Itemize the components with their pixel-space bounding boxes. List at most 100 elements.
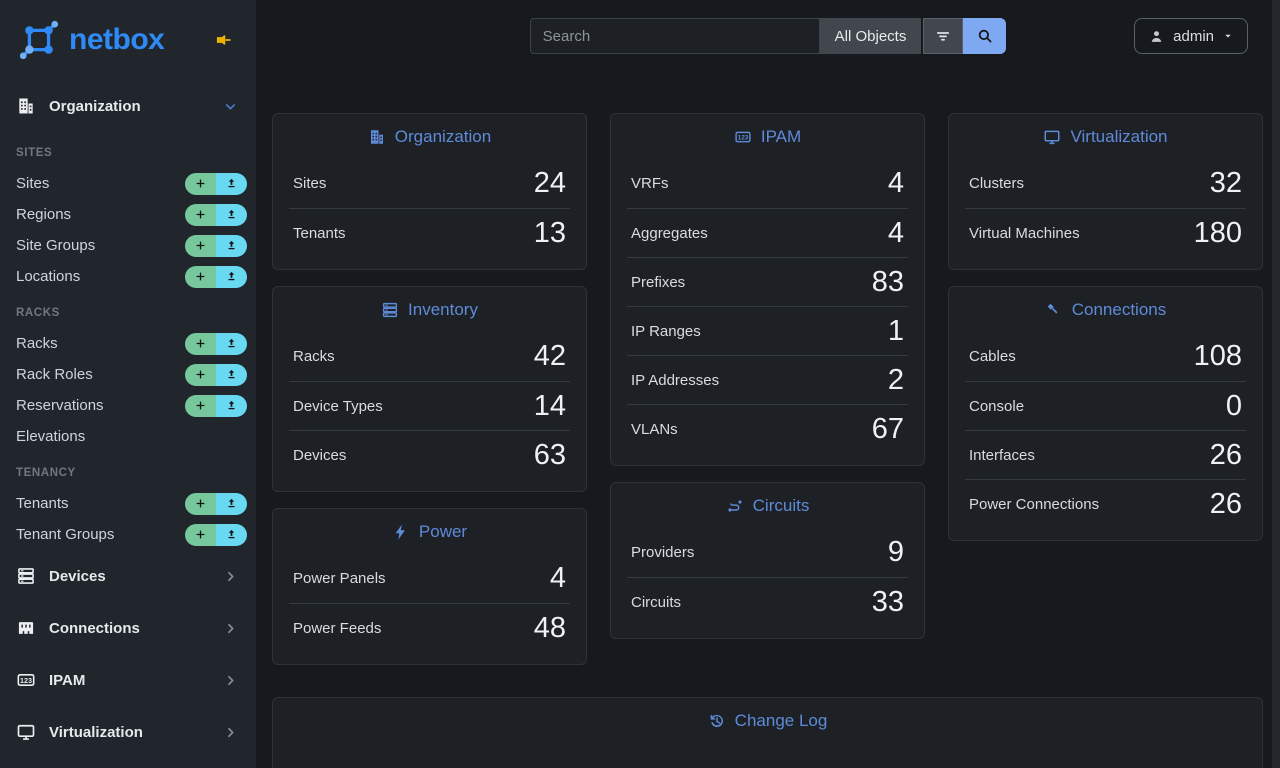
user-icon bbox=[1148, 28, 1165, 45]
stat-value: 26 bbox=[1209, 438, 1242, 471]
stat-value: 13 bbox=[533, 216, 566, 249]
stat-label[interactable]: Devices bbox=[293, 446, 347, 464]
stat-label[interactable]: Providers bbox=[631, 544, 695, 561]
dashboard-columns: Organization Sites 2 4 Tenants 13 Inventory Rac… bbox=[272, 113, 1280, 665]
stat-label[interactable]: Interfaces bbox=[969, 446, 1035, 464]
stat-value: 4 bbox=[887, 167, 904, 199]
stat-row-interfaces: Interfaces 26 bbox=[965, 430, 1246, 479]
stat-value: 180 bbox=[1193, 216, 1242, 249]
netbox-logo[interactable]: netbox bbox=[16, 17, 165, 63]
server-stack-icon bbox=[381, 301, 399, 319]
sidebar-item-tenants[interactable]: Tenants bbox=[0, 488, 256, 519]
sidebar-item-label: Regions bbox=[16, 206, 72, 223]
stat-value: 4 bbox=[887, 216, 904, 249]
add-reservations-button[interactable] bbox=[185, 394, 216, 417]
add-site-groups-button[interactable] bbox=[185, 234, 216, 257]
stat-value: 2 bbox=[887, 363, 904, 396]
stat-label[interactable]: Power Panels bbox=[293, 570, 386, 587]
stat-label[interactable]: Console bbox=[969, 397, 1025, 415]
add-rack-roles-button[interactable] bbox=[185, 363, 216, 386]
add-locations-button[interactable] bbox=[185, 265, 216, 288]
sidebar-item-sites[interactable]: Sites bbox=[0, 168, 256, 199]
stat-label[interactable]: Power Feeds bbox=[293, 619, 382, 637]
stat-label[interactable]: VRFs bbox=[631, 175, 669, 192]
stat-label[interactable]: Tenants bbox=[293, 224, 346, 242]
stat-label[interactable]: Prefixes bbox=[631, 273, 686, 291]
sidebar-item-label: Reservations bbox=[16, 397, 104, 414]
stat-label[interactable]: Clusters bbox=[969, 175, 1025, 192]
import-site-groups-button[interactable] bbox=[216, 234, 247, 257]
add-tenant-groups-button[interactable] bbox=[185, 523, 216, 546]
stat-label[interactable]: Virtual Machines bbox=[969, 224, 1080, 242]
stat-label[interactable]: VLANs bbox=[631, 420, 678, 438]
circuits-card-title[interactable]: Circuits bbox=[611, 483, 924, 528]
sidebar-item-regions[interactable]: Regions bbox=[0, 199, 256, 230]
quick-actions bbox=[185, 363, 247, 386]
stat-label[interactable]: Power Connections bbox=[969, 495, 1100, 513]
sidebar-group-ipam[interactable]: 123 IPAM bbox=[0, 654, 256, 706]
sidebar-group-label: IPAM bbox=[49, 671, 86, 689]
sidebar-item-locations[interactable]: Locations bbox=[0, 261, 256, 292]
stat-value: 67 bbox=[871, 412, 904, 445]
card-title-label: Change Log bbox=[734, 711, 828, 730]
dashboard-column-2: 123 IPAM VRFs 4 Aggregates 4 Prefixes 83 IP Rang… bbox=[610, 113, 925, 665]
sidebar-group-connections[interactable]: Connections bbox=[0, 602, 256, 654]
plus-icon bbox=[194, 270, 207, 283]
stat-label[interactable]: Device Types bbox=[293, 397, 383, 415]
sidebar-group-virtualization[interactable]: Virtualization bbox=[0, 706, 256, 758]
filter-button[interactable] bbox=[923, 18, 964, 54]
organization-card-title[interactable]: Organization bbox=[273, 114, 586, 159]
sidebar-item-label: Sites bbox=[16, 175, 50, 192]
page-scrollbar[interactable] bbox=[1272, 0, 1280, 768]
sidebar-item-racks[interactable]: Racks bbox=[0, 328, 256, 359]
inventory-card-title[interactable]: Inventory bbox=[273, 287, 586, 332]
stat-label[interactable]: IP Addresses bbox=[631, 371, 720, 389]
stat-label[interactable]: Sites bbox=[293, 175, 327, 192]
stat-row-vlans: VLANs 67 bbox=[627, 404, 908, 453]
sidebar-item-elevations[interactable]: Elevations bbox=[0, 421, 256, 452]
stat-row-cables: Cables 108 bbox=[965, 332, 1246, 381]
brand-wordmark: netbox bbox=[69, 23, 165, 56]
search-submit-button[interactable] bbox=[963, 18, 1007, 54]
stat-label[interactable]: Aggregates bbox=[631, 224, 708, 242]
sidebar-group-devices[interactable]: Devices bbox=[0, 550, 256, 602]
sidebar-pin-icon[interactable] bbox=[214, 30, 234, 50]
chevron-right-icon bbox=[223, 725, 238, 740]
import-locations-button[interactable] bbox=[216, 265, 247, 288]
import-regions-button[interactable] bbox=[216, 203, 247, 226]
power-card-title[interactable]: Power bbox=[273, 509, 586, 554]
stat-label[interactable]: IP Ranges bbox=[631, 322, 701, 340]
sidebar-item-site-groups[interactable]: Site Groups bbox=[0, 230, 256, 261]
chevron-down-icon bbox=[223, 99, 238, 114]
connections-card-title[interactable]: Connections bbox=[949, 287, 1262, 332]
add-regions-button[interactable] bbox=[185, 203, 216, 226]
quick-actions bbox=[185, 332, 247, 355]
import-racks-button[interactable] bbox=[216, 332, 247, 355]
ipam-card-title[interactable]: 123 IPAM bbox=[611, 114, 924, 159]
user-menu-button[interactable]: admin bbox=[1134, 18, 1248, 54]
sidebar-item-rack-roles[interactable]: Rack Roles bbox=[0, 359, 256, 390]
import-rack-roles-button[interactable] bbox=[216, 363, 247, 386]
sidebar-item-reservations[interactable]: Reservations bbox=[0, 390, 256, 421]
change-log-card-title[interactable]: Change Log bbox=[273, 698, 1262, 743]
stat-label[interactable]: Cables bbox=[969, 348, 1016, 365]
connections-card: Connections Cables 108 Console 0 Interfaces 26… bbox=[948, 286, 1263, 541]
bolt-icon bbox=[392, 523, 410, 541]
add-tenants-button[interactable] bbox=[185, 492, 216, 515]
upload-icon bbox=[225, 239, 238, 252]
sidebar-item-tenant-groups[interactable]: Tenant Groups bbox=[0, 519, 256, 550]
search-scope-dropdown[interactable]: All Objects bbox=[819, 18, 922, 54]
import-tenant-groups-button[interactable] bbox=[216, 523, 247, 546]
add-racks-button[interactable] bbox=[185, 332, 216, 355]
import-sites-button[interactable] bbox=[216, 172, 247, 195]
import-reservations-button[interactable] bbox=[216, 394, 247, 417]
stat-label[interactable]: Circuits bbox=[631, 593, 682, 611]
add-sites-button[interactable] bbox=[185, 172, 216, 195]
stat-label[interactable]: Racks bbox=[293, 348, 335, 365]
quick-actions bbox=[185, 172, 247, 195]
sidebar-group-organization[interactable]: Organization bbox=[0, 80, 256, 132]
upload-icon bbox=[225, 368, 238, 381]
import-tenants-button[interactable] bbox=[216, 492, 247, 515]
search-input[interactable] bbox=[529, 18, 820, 54]
virtualization-card-title[interactable]: Virtualization bbox=[949, 114, 1262, 159]
